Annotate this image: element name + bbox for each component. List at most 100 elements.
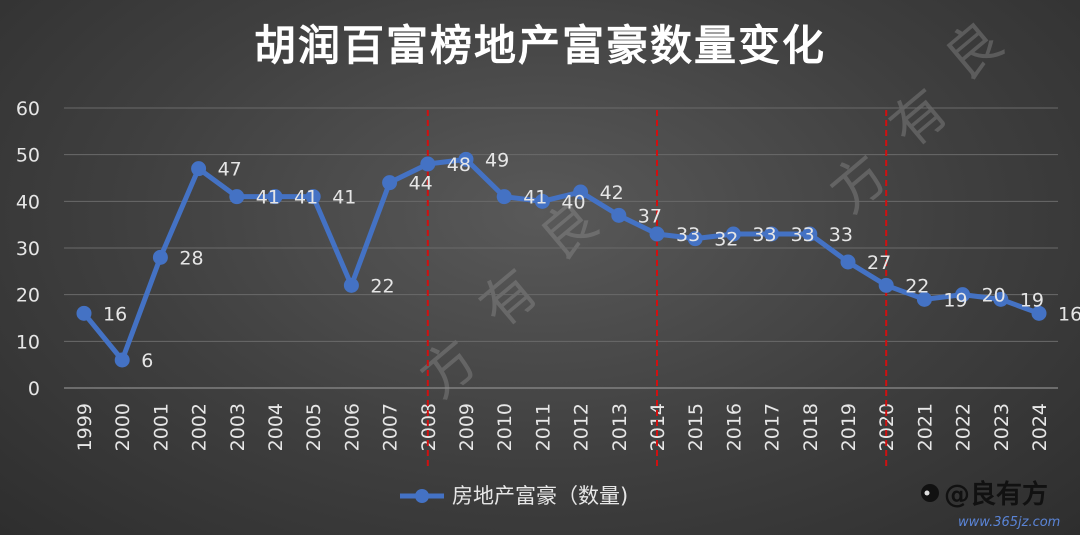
data-point [878, 277, 894, 293]
data-label: 49 [485, 149, 509, 171]
data-label: 28 [179, 247, 203, 269]
x-tick-label: 2016 [723, 403, 745, 451]
data-label: 6 [141, 350, 153, 372]
data-label: 33 [676, 224, 700, 246]
x-tick-label: 1999 [74, 403, 96, 451]
y-tick-label: 20 [16, 285, 40, 307]
data-point [229, 189, 245, 205]
data-point [534, 193, 550, 209]
y-axis: 0 10 20 30 40 50 60 [16, 98, 40, 400]
data-point [764, 226, 780, 242]
x-tick-label: 2009 [456, 403, 478, 451]
data-point [1031, 305, 1047, 321]
x-tick-label: 2004 [265, 403, 287, 451]
data-label: 41 [256, 187, 280, 209]
data-point [840, 254, 856, 270]
data-label: 22 [370, 275, 394, 297]
data-point [916, 291, 932, 307]
x-tick-label: 2022 [953, 403, 975, 451]
brand-url: www.365jz.com [958, 515, 1060, 530]
x-tick-label: 2013 [609, 403, 631, 451]
y-tick-label: 10 [16, 331, 40, 353]
data-point [267, 189, 283, 205]
x-tick-label: 2019 [838, 403, 860, 451]
data-point [420, 156, 436, 172]
x-tick-label: 2000 [112, 403, 134, 451]
data-point [305, 189, 321, 205]
data-point [152, 249, 168, 265]
weibo-logo-icon [921, 484, 939, 502]
data-point [382, 175, 398, 191]
data-label: 27 [867, 252, 891, 274]
data-label: 19 [943, 289, 967, 311]
data-point [611, 207, 627, 223]
data-label: 41 [294, 187, 318, 209]
x-tick-label: 2003 [227, 403, 249, 451]
data-label: 41 [332, 187, 356, 209]
data-label: 48 [447, 154, 471, 176]
data-point [496, 189, 512, 205]
data-label: 40 [561, 191, 585, 213]
data-label: 33 [752, 224, 776, 246]
x-axis: 1999 2000 2001 2002 2003 2004 2005 2006 2007 2008… [74, 403, 1051, 451]
weibo-logo-eye-icon [924, 490, 930, 496]
x-tick-label: 2014 [647, 403, 669, 451]
watermark-char: 方 [408, 327, 490, 410]
x-tick-label: 2017 [762, 403, 784, 451]
legend: 房地产富豪（数量) [400, 484, 628, 508]
data-label: 20 [982, 285, 1006, 307]
data-point [114, 352, 130, 368]
x-tick-label: 2008 [418, 403, 440, 451]
data-point [725, 226, 741, 242]
data-label: 16 [1058, 303, 1080, 325]
gridlines [64, 107, 1058, 389]
data-point [343, 277, 359, 293]
data-label: 22 [905, 275, 929, 297]
legend-label: 房地产富豪（数量) [452, 484, 628, 508]
watermark-char: 有 [878, 77, 960, 160]
data-point [76, 305, 92, 321]
x-tick-label: 2002 [189, 403, 211, 451]
x-tick-label: 2021 [914, 403, 936, 451]
brand-name: @良有方 [944, 479, 1048, 510]
x-tick-label: 2018 [800, 403, 822, 451]
x-tick-label: 2015 [685, 403, 707, 451]
data-point [458, 151, 474, 167]
y-tick-label: 30 [16, 238, 40, 260]
y-tick-label: 50 [16, 145, 40, 167]
x-tick-label: 2010 [494, 403, 516, 451]
data-point [649, 226, 665, 242]
x-tick-label: 2012 [571, 403, 593, 451]
data-label: 33 [791, 224, 815, 246]
data-label: 42 [600, 182, 624, 204]
data-label: 16 [103, 303, 127, 325]
x-tick-label: 2006 [341, 403, 363, 451]
y-tick-label: 60 [16, 98, 40, 120]
watermark-char: 有 [468, 257, 550, 340]
data-label: 37 [638, 205, 662, 227]
x-tick-label: 2024 [1029, 403, 1051, 451]
y-tick-label: 0 [28, 378, 40, 400]
data-label: 41 [523, 187, 547, 209]
y-tick-label: 40 [16, 191, 40, 213]
x-tick-label: 2005 [303, 403, 325, 451]
legend-marker [415, 489, 429, 503]
data-label: 47 [218, 159, 242, 181]
data-label: 44 [409, 173, 433, 195]
data-point [993, 291, 1009, 307]
data-point [191, 161, 207, 177]
x-tick-label: 2023 [991, 403, 1013, 451]
x-tick-label: 2007 [380, 403, 402, 451]
watermark-char: 良 [933, 9, 1015, 92]
brand-watermark: @良有方 www.365jz.com [921, 479, 1060, 530]
data-label: 19 [1020, 289, 1044, 311]
chart-title: 胡润百富榜地产富豪数量变化 [254, 21, 826, 70]
series [76, 151, 1047, 368]
data-label: 32 [714, 229, 738, 251]
data-point [687, 231, 703, 247]
data-point [955, 287, 971, 303]
data-point [573, 184, 589, 200]
data-point [802, 226, 818, 242]
x-tick-label: 2001 [150, 403, 172, 451]
